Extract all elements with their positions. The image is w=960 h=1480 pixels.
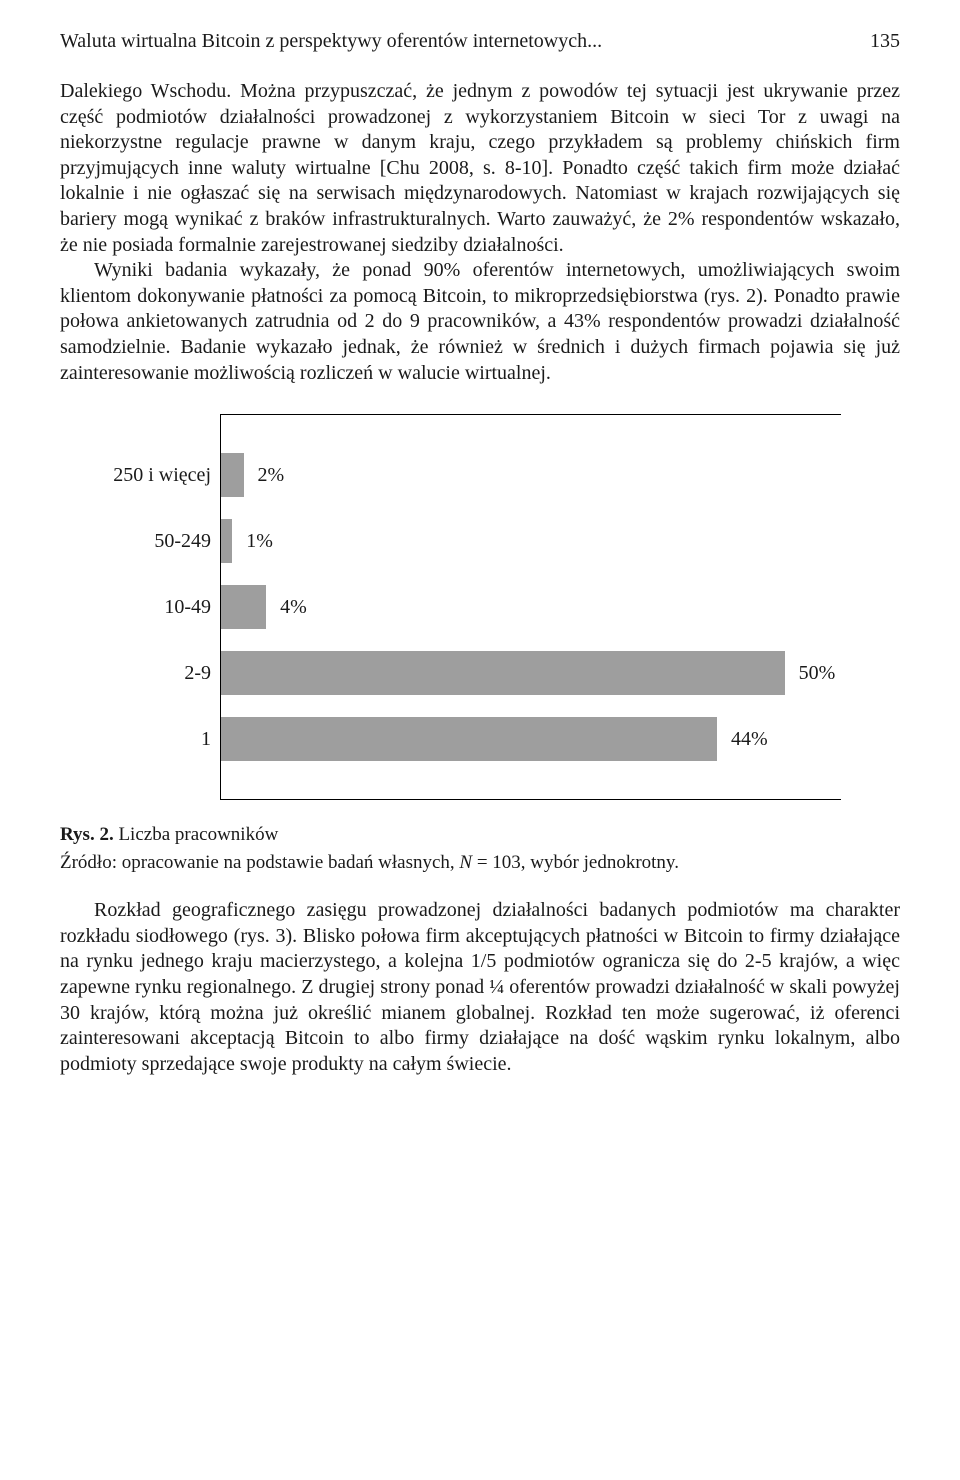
source-n-value: = 103, wybór jednokrotny. xyxy=(472,852,679,873)
bar xyxy=(221,717,717,761)
bar-chart: 250 i więcej2% 50-2491% 10-494% 2-950% 144% xyxy=(80,414,880,800)
bar xyxy=(221,453,244,497)
category-label: 1 xyxy=(71,728,221,751)
source-n-label: N xyxy=(459,852,472,873)
running-title: Waluta wirtualna Bitcoin z perspektywy o… xyxy=(60,30,602,53)
bar xyxy=(221,651,785,695)
body-paragraph-2: Wyniki badania wykazały, że ponad 90% of… xyxy=(60,258,900,386)
body-paragraph-3: Rozkład geograficznego zasięgu prowadzon… xyxy=(60,898,900,1077)
value-label: 50% xyxy=(799,662,836,685)
bar-row: 2-950% xyxy=(221,649,841,697)
plot-area: 250 i więcej2% 50-2491% 10-494% 2-950% 144% xyxy=(220,414,841,800)
figure-caption-text: Liczba pracowników xyxy=(118,824,278,845)
figure-caption: Rys. 2. Liczba pracowników xyxy=(60,824,900,846)
value-label: 4% xyxy=(280,596,307,619)
figure-source: Źródło: opracowanie na podstawie badań w… xyxy=(60,852,900,874)
source-prefix: Źródło: opracowanie na podstawie badań w… xyxy=(60,852,459,873)
category-label: 50-249 xyxy=(71,530,221,553)
bar xyxy=(221,519,232,563)
body-paragraph-1: Dalekiego Wschodu. Można przypuszczać, ż… xyxy=(60,79,900,258)
running-header: Waluta wirtualna Bitcoin z perspektywy o… xyxy=(60,30,900,53)
bar-row: 50-2491% xyxy=(221,517,841,565)
bar-row: 250 i więcej2% xyxy=(221,451,841,499)
page-number: 135 xyxy=(870,30,900,53)
bar xyxy=(221,585,266,629)
bar-row: 144% xyxy=(221,715,841,763)
value-label: 1% xyxy=(246,530,273,553)
value-label: 44% xyxy=(731,728,768,751)
category-label: 250 i więcej xyxy=(71,464,221,487)
category-label: 10-49 xyxy=(71,596,221,619)
bar-row: 10-494% xyxy=(221,583,841,631)
figure-2: 250 i więcej2%50-2491%10-494%2-950%144% xyxy=(60,414,900,800)
category-label: 2-9 xyxy=(71,662,221,685)
figure-label: Rys. 2. xyxy=(60,824,114,845)
value-label: 2% xyxy=(258,464,285,487)
